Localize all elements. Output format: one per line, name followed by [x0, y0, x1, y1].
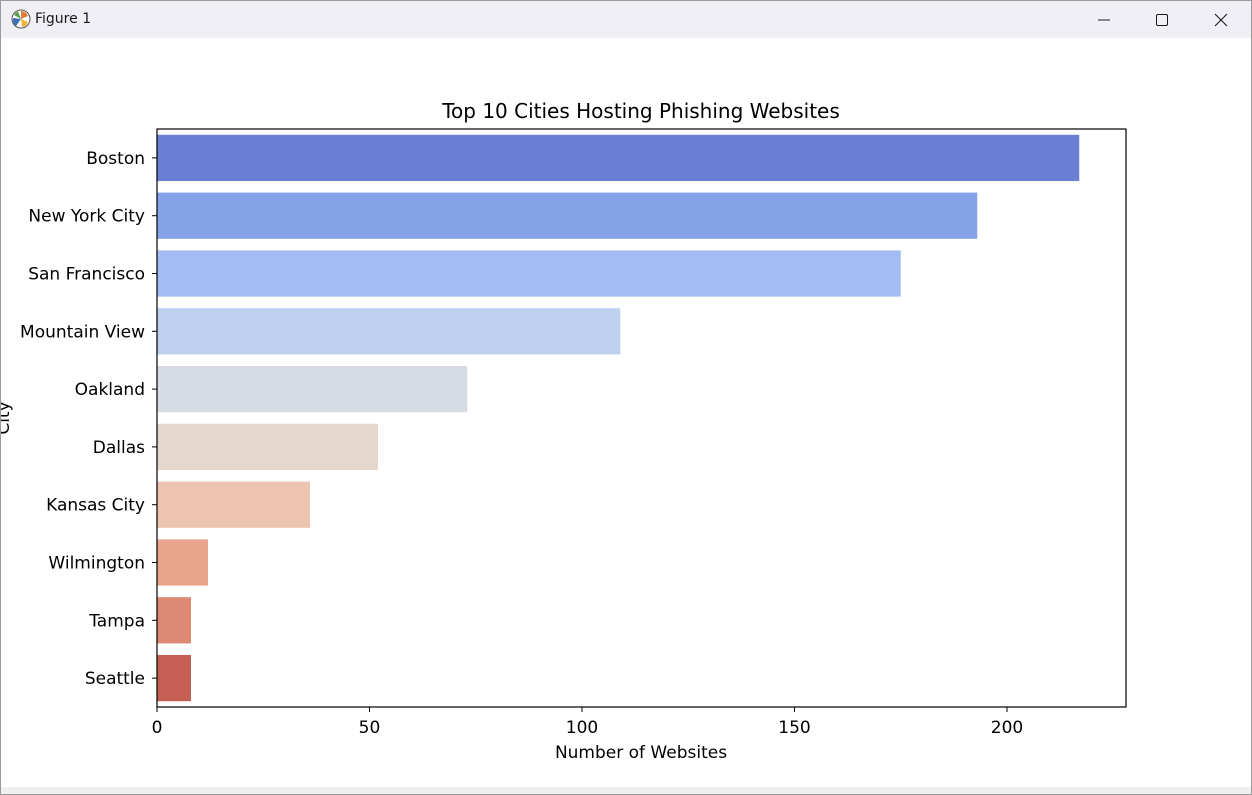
- minimize-icon: [1098, 19, 1110, 20]
- bar-kansas-city: [157, 481, 310, 528]
- status-bar: [1, 787, 1251, 794]
- x-axis-label: Number of Websites: [555, 743, 727, 763]
- close-icon: [1214, 13, 1228, 26]
- y-tick-label: San Francisco: [28, 265, 145, 285]
- y-tick-label: Boston: [86, 149, 145, 169]
- bar-chart: Top 10 Cities Hosting Phishing Websites …: [1, 99, 1127, 763]
- x-tick-label: 200: [991, 718, 1023, 738]
- y-tick-label: Mountain View: [20, 322, 145, 342]
- x-tick-label: 0: [152, 718, 163, 738]
- matplotlib-icon: [11, 9, 31, 29]
- bar-san-francisco: [157, 250, 901, 297]
- bar-tampa: [157, 597, 191, 644]
- bar-seattle: [157, 654, 191, 702]
- y-tick-label: New York City: [28, 207, 145, 227]
- y-tick-label: Tampa: [88, 611, 145, 631]
- y-tick-label: Wilmington: [48, 554, 145, 574]
- plot-frame: [156, 128, 1127, 708]
- chart-title: Top 10 Cities Hosting Phishing Websites: [441, 99, 840, 123]
- bar-dallas: [157, 423, 378, 471]
- y-tick-label: Oakland: [75, 380, 145, 400]
- figure-canvas: Top 10 Cities Hosting Phishing Websites …: [1, 38, 1251, 787]
- bar-new-york-city: [157, 192, 978, 239]
- y-axis-label: City: [1, 401, 14, 434]
- bar-oakland: [157, 365, 468, 413]
- y-tick-label: Kansas City: [46, 496, 145, 516]
- x-tick-label: 50: [359, 718, 381, 738]
- minimize-button[interactable]: [1075, 1, 1133, 38]
- close-button[interactable]: [1192, 1, 1250, 38]
- bar-mountain-view: [157, 308, 621, 355]
- y-tick-label: Seattle: [85, 669, 145, 689]
- title-bar: Figure 1: [1, 1, 1251, 38]
- x-tick-label: 150: [778, 718, 810, 738]
- bar-boston: [157, 134, 1080, 182]
- x-tick-label: 100: [566, 718, 598, 738]
- bar-wilmington: [157, 539, 208, 586]
- window-title: Figure 1: [35, 11, 92, 27]
- maximize-button[interactable]: [1133, 1, 1191, 38]
- y-tick-label: Dallas: [93, 438, 145, 458]
- maximize-icon: [1156, 13, 1168, 26]
